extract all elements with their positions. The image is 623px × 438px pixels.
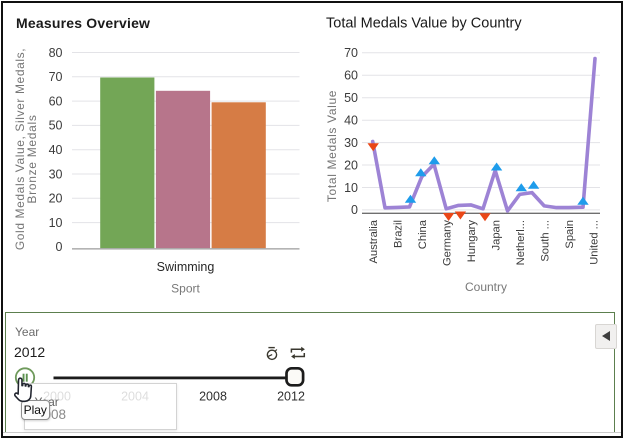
- svg-text:0: 0: [351, 203, 358, 217]
- svg-text:10: 10: [49, 216, 63, 230]
- svg-text:40: 40: [344, 114, 358, 128]
- svg-text:20: 20: [49, 192, 63, 206]
- svg-text:70: 70: [344, 46, 358, 60]
- svg-text:2012: 2012: [277, 390, 305, 404]
- svg-text:30: 30: [49, 167, 63, 181]
- svg-text:60: 60: [344, 69, 358, 83]
- svg-text:20: 20: [344, 158, 358, 172]
- svg-text:30: 30: [344, 136, 358, 150]
- svg-text:80: 80: [49, 46, 63, 60]
- svg-text:70: 70: [49, 70, 63, 84]
- svg-text:2008: 2008: [199, 390, 227, 404]
- svg-text:China: China: [417, 219, 429, 249]
- svg-text:Germany: Germany: [442, 220, 454, 266]
- svg-text:Swimming: Swimming: [157, 260, 215, 274]
- svg-text:Country: Country: [465, 280, 507, 294]
- svg-text:Total Medals Value by Country: Total Medals Value by Country: [326, 16, 522, 32]
- svg-text:Gold Medals Value, Silver Meda: Gold Medals Value, Silver Medals,: [13, 48, 27, 250]
- svg-text:Measures Overview: Measures Overview: [16, 15, 150, 31]
- svg-text:60: 60: [49, 94, 63, 108]
- svg-text:Bronze Medals: Bronze Medals: [25, 114, 39, 203]
- svg-text:Total Medals Value: Total Medals Value: [325, 90, 339, 202]
- svg-text:Spain: Spain: [564, 220, 576, 249]
- svg-text:50: 50: [344, 91, 358, 105]
- svg-text:Sport: Sport: [171, 282, 200, 296]
- svg-text:10: 10: [344, 181, 358, 195]
- svg-text:South ...: South ...: [540, 220, 552, 262]
- svg-text:Netherl...: Netherl...: [515, 220, 527, 265]
- svg-text:Brazil: Brazil: [393, 220, 405, 248]
- svg-text:0: 0: [56, 240, 63, 254]
- svg-text:United ...: United ...: [589, 220, 601, 265]
- svg-text:40: 40: [49, 143, 63, 157]
- svg-text:Hungary: Hungary: [466, 220, 478, 263]
- svg-text:50: 50: [49, 119, 63, 133]
- svg-text:Japan: Japan: [491, 220, 503, 250]
- svg-text:Australia: Australia: [368, 219, 380, 263]
